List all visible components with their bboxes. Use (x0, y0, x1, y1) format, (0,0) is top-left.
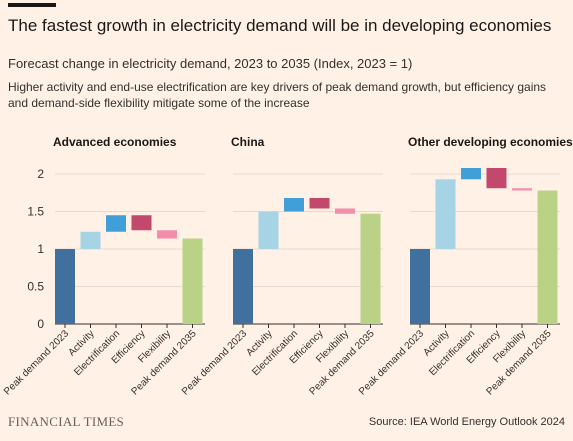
panel-title: Advanced economies (53, 135, 177, 149)
waterfall-bar (537, 190, 558, 324)
top-rule (8, 3, 56, 7)
y-tick-label: 0.5 (27, 280, 44, 294)
waterfall-bar (233, 249, 253, 324)
y-tick-label: 1.5 (27, 205, 44, 219)
waterfall-bar (258, 211, 279, 249)
panel-title: Other developing economies (408, 135, 573, 149)
waterfall-bar (55, 249, 75, 324)
chart-description: Higher activity and end-use electrificat… (8, 80, 547, 110)
waterfall-bar (157, 230, 177, 239)
y-tick-label: 1 (37, 242, 44, 256)
waterfall-bar (461, 168, 481, 180)
waterfall-bar (284, 198, 304, 212)
waterfall-bar (435, 179, 456, 249)
y-tick-label: 2 (37, 167, 44, 181)
waterfall-bar (106, 215, 126, 232)
waterfall-bar (309, 198, 330, 209)
waterfall-bar (512, 188, 532, 191)
waterfall-bar (360, 213, 381, 324)
waterfall-bar (335, 208, 355, 214)
panel-title: China (231, 135, 265, 149)
source-note: Source: IEA World Energy Outlook 2024 (368, 416, 565, 428)
ft-logo: FINANCIAL TIMES (8, 414, 125, 429)
waterfall-bar (131, 215, 152, 231)
waterfall-bar (182, 238, 203, 324)
y-tick-label: 0 (37, 317, 44, 331)
chart-subtitle: Forecast change in electricity demand, 2… (8, 56, 413, 71)
waterfall-bar (410, 249, 430, 324)
waterfall-bar (486, 168, 507, 189)
page-title: The fastest growth in electricity demand… (8, 16, 552, 35)
waterfall-bar (80, 231, 101, 249)
x-tick-label: Peak demand 2023 (2, 328, 71, 397)
